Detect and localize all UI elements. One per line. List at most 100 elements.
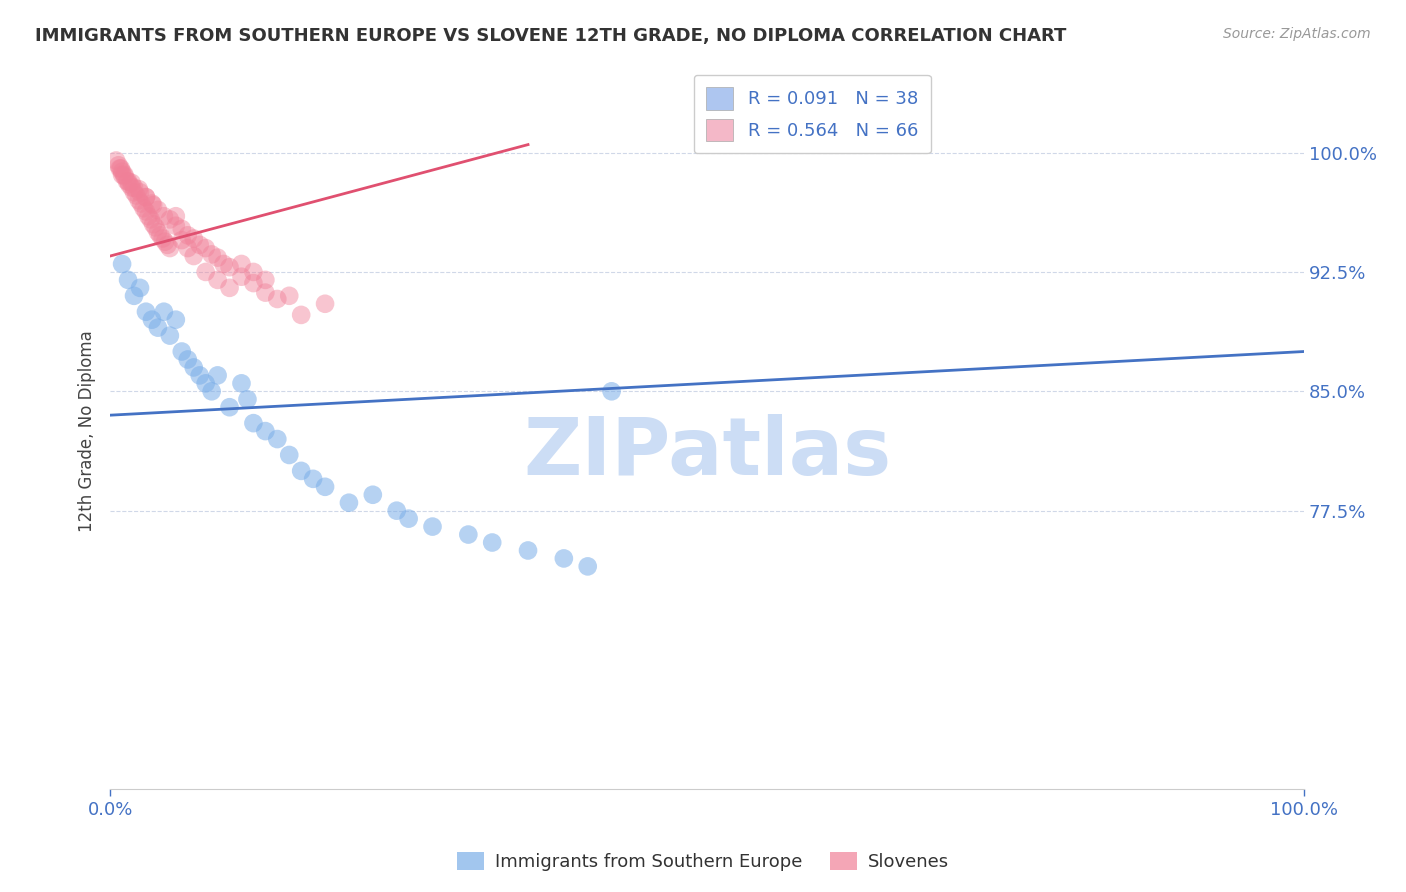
Point bbox=[117, 273, 139, 287]
Point bbox=[149, 228, 172, 243]
Point bbox=[146, 225, 169, 239]
Point bbox=[183, 360, 205, 375]
Legend: Immigrants from Southern Europe, Slovenes: Immigrants from Southern Europe, Slovene… bbox=[450, 845, 956, 879]
Point bbox=[177, 352, 200, 367]
Point bbox=[121, 180, 143, 194]
Point bbox=[118, 178, 141, 192]
Point bbox=[170, 222, 193, 236]
Point bbox=[278, 448, 301, 462]
Point bbox=[159, 241, 181, 255]
Point bbox=[314, 297, 336, 311]
Point bbox=[152, 231, 174, 245]
Point bbox=[153, 235, 176, 249]
Text: IMMIGRANTS FROM SOUTHERN EUROPE VS SLOVENE 12TH GRADE, NO DIPLOMA CORRELATION CH: IMMIGRANTS FROM SOUTHERN EUROPE VS SLOVE… bbox=[35, 27, 1067, 45]
Point bbox=[107, 158, 129, 172]
Point bbox=[117, 174, 139, 188]
Point bbox=[138, 209, 160, 223]
Point bbox=[183, 231, 205, 245]
Point bbox=[188, 368, 211, 383]
Point bbox=[165, 209, 187, 223]
Point bbox=[135, 190, 157, 204]
Point bbox=[278, 289, 301, 303]
Text: Source: ZipAtlas.com: Source: ZipAtlas.com bbox=[1223, 27, 1371, 41]
Point bbox=[290, 464, 312, 478]
Point bbox=[177, 228, 200, 243]
Point bbox=[207, 273, 229, 287]
Point bbox=[114, 169, 136, 184]
Point bbox=[576, 559, 599, 574]
Point bbox=[194, 376, 217, 391]
Point bbox=[231, 269, 253, 284]
Point bbox=[153, 209, 176, 223]
Point bbox=[218, 401, 240, 415]
Point bbox=[128, 194, 150, 208]
Point bbox=[108, 161, 131, 176]
Point bbox=[600, 384, 623, 399]
Point bbox=[129, 186, 152, 200]
Point bbox=[194, 265, 217, 279]
Point bbox=[146, 202, 169, 217]
Point bbox=[254, 285, 277, 300]
Point bbox=[177, 241, 200, 255]
Point bbox=[121, 176, 143, 190]
Point bbox=[457, 527, 479, 541]
Point bbox=[170, 344, 193, 359]
Text: ZIPatlas: ZIPatlas bbox=[523, 414, 891, 491]
Point bbox=[194, 241, 217, 255]
Point bbox=[236, 392, 259, 407]
Point bbox=[159, 328, 181, 343]
Point bbox=[207, 251, 229, 265]
Point bbox=[337, 496, 360, 510]
Point bbox=[110, 161, 132, 176]
Point bbox=[132, 201, 155, 215]
Point bbox=[122, 180, 145, 194]
Point bbox=[165, 312, 187, 326]
Point bbox=[122, 289, 145, 303]
Y-axis label: 12th Grade, No Diploma: 12th Grade, No Diploma bbox=[79, 330, 96, 532]
Point bbox=[218, 260, 240, 275]
Point bbox=[153, 304, 176, 318]
Legend: R = 0.091   N = 38, R = 0.564   N = 66: R = 0.091 N = 38, R = 0.564 N = 66 bbox=[693, 75, 931, 153]
Point bbox=[314, 480, 336, 494]
Point bbox=[145, 220, 167, 235]
Point bbox=[111, 164, 134, 178]
Point bbox=[129, 281, 152, 295]
Point bbox=[105, 153, 128, 168]
Point bbox=[398, 511, 420, 525]
Point bbox=[218, 281, 240, 295]
Point bbox=[170, 233, 193, 247]
Point bbox=[128, 182, 150, 196]
Point bbox=[156, 238, 179, 252]
Point bbox=[139, 212, 162, 227]
Point bbox=[125, 188, 148, 202]
Point bbox=[254, 424, 277, 438]
Point bbox=[422, 519, 444, 533]
Point bbox=[135, 204, 157, 219]
Point bbox=[135, 190, 157, 204]
Point bbox=[212, 257, 235, 271]
Point bbox=[188, 238, 211, 252]
Point bbox=[135, 304, 157, 318]
Point bbox=[242, 276, 264, 290]
Point bbox=[266, 432, 288, 446]
Point bbox=[481, 535, 503, 549]
Point bbox=[242, 265, 264, 279]
Point bbox=[142, 217, 165, 231]
Point bbox=[517, 543, 540, 558]
Point bbox=[231, 376, 253, 391]
Point bbox=[553, 551, 575, 566]
Point bbox=[114, 168, 136, 182]
Point bbox=[115, 174, 138, 188]
Point bbox=[141, 196, 163, 211]
Point bbox=[146, 320, 169, 334]
Point bbox=[129, 196, 152, 211]
Point bbox=[242, 416, 264, 430]
Point bbox=[201, 384, 224, 399]
Point bbox=[141, 312, 163, 326]
Point bbox=[361, 488, 384, 502]
Point bbox=[231, 257, 253, 271]
Point bbox=[111, 257, 134, 271]
Point bbox=[290, 308, 312, 322]
Point bbox=[207, 368, 229, 383]
Point bbox=[142, 198, 165, 212]
